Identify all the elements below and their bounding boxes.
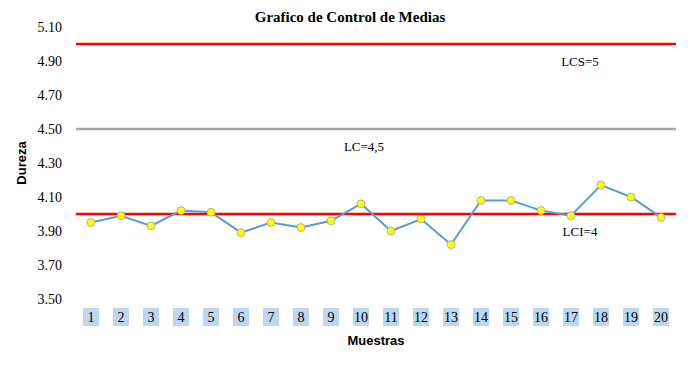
data-point [267,219,275,227]
y-tick-label: 3.90 [38,224,63,239]
chart-container: Grafico de Control de Medias Dureza Muestr… [0,0,700,366]
data-point [627,193,635,201]
x-tick-label: 6 [238,310,245,325]
x-tick-label: 19 [624,310,638,325]
x-tick-highlight [383,308,399,326]
data-point [567,212,575,220]
x-tick-highlight [233,308,249,326]
x-tick-label: 11 [384,310,397,325]
x-tick-highlight [413,308,429,326]
x-tick-highlight [653,308,669,326]
y-tick-label: 5.10 [38,20,63,35]
plot-area [76,44,676,249]
y-tick-label: 4.10 [38,190,63,205]
data-point [447,241,455,249]
data-point [237,229,245,237]
control-limit-label: LC=4,5 [344,139,384,154]
x-tick-label: 5 [208,310,215,325]
y-tick-label: 4.30 [38,156,63,171]
y-tick-label: 4.50 [38,122,63,137]
control-limit-line [76,128,676,131]
x-tick-highlight [563,308,579,326]
x-tick-label: 13 [444,310,458,325]
series-line [91,185,661,245]
x-tick-highlight [473,308,489,326]
data-point [177,207,185,215]
x-tick-highlight [593,308,609,326]
data-point [357,200,365,208]
y-tick-label: 3.50 [38,292,63,307]
x-tick-highlight [323,308,339,326]
x-tick-highlight [503,308,519,326]
data-point [207,208,215,216]
x-tick-highlight [293,308,309,326]
x-tick-label: 9 [328,310,335,325]
y-tick-label: 3.70 [38,258,63,273]
data-point [537,207,545,215]
x-tick-label: 12 [414,310,428,325]
x-tick-highlight [203,308,219,326]
x-tick-label: 7 [268,310,275,325]
x-tick-label: 20 [654,310,668,325]
control-limit-line [76,213,676,216]
control-limit-line [76,43,676,46]
x-tick-label: 16 [534,310,548,325]
data-point [87,219,95,227]
x-tick-highlight [623,308,639,326]
control-limit-label: LCS=5 [561,54,599,69]
x-axis-title: Muestras [347,333,404,348]
x-tick-label: 14 [474,310,488,325]
y-tick-label: 4.70 [38,88,63,103]
x-tick-label: 3 [148,310,155,325]
data-point [597,181,605,189]
data-point [657,213,665,221]
data-point [147,222,155,230]
y-axis-title: Dureza [14,141,29,185]
data-point [507,196,515,204]
data-point [387,227,395,235]
x-tick-highlight [263,308,279,326]
x-tick-label: 10 [354,310,368,325]
data-point [417,215,425,223]
y-tick-label: 4.90 [38,54,63,69]
x-tick-label: 2 [118,310,125,325]
x-tick-highlight [443,308,459,326]
x-tick-highlight [353,308,369,326]
x-tick-label: 8 [298,310,305,325]
chart-svg: Grafico de Control de Medias Dureza Muestr… [0,0,700,366]
x-tick-label: 18 [594,310,608,325]
x-tick-highlight [143,308,159,326]
x-tick-highlight [533,308,549,326]
x-tick-label: 4 [178,310,185,325]
x-tick-highlight [113,308,129,326]
x-tick-highlight [83,308,99,326]
data-point [477,196,485,204]
x-tick-highlight [173,308,189,326]
data-point [327,217,335,225]
chart-title: Grafico de Control de Medias [255,9,446,25]
data-point [297,224,305,232]
data-point [117,212,125,220]
x-tick-label: 1 [88,310,95,325]
control-limit-label: LCI=4 [563,224,598,239]
x-tick-label: 17 [564,310,578,325]
x-tick-label: 15 [504,310,518,325]
